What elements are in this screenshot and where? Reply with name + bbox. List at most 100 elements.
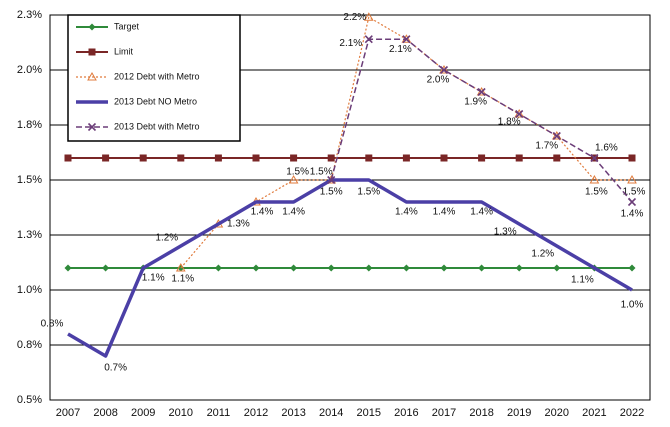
data-label: 1.2% xyxy=(531,249,554,260)
marker xyxy=(440,264,448,272)
marker xyxy=(590,153,599,163)
x-tick-label: 2020 xyxy=(545,407,569,419)
series-line xyxy=(67,178,633,358)
data-label: 1.5% xyxy=(320,187,343,198)
marker xyxy=(288,174,299,184)
marker xyxy=(64,264,72,272)
y-tick-label: 1.8% xyxy=(17,119,42,131)
marker xyxy=(402,35,411,44)
data-label: 1.3% xyxy=(494,227,517,238)
legend-label: 2013 Debt with Metro xyxy=(114,121,200,131)
data-label: 1.4% xyxy=(251,207,274,218)
data-label: 0.7% xyxy=(104,363,127,374)
data-label: 1.5% xyxy=(310,167,333,178)
data-label: 1.4% xyxy=(470,207,493,218)
y-tick-label: 1.5% xyxy=(17,174,42,186)
x-tick-label: 2011 xyxy=(207,407,231,419)
marker xyxy=(515,109,524,119)
data-label: 1.1% xyxy=(571,275,594,286)
marker xyxy=(439,65,449,75)
marker xyxy=(102,264,110,272)
marker xyxy=(290,264,298,272)
marker xyxy=(363,12,374,21)
legend-label: 2012 Debt with Metro xyxy=(114,71,200,81)
marker xyxy=(589,174,600,184)
marker xyxy=(439,64,449,74)
marker xyxy=(440,154,448,162)
marker xyxy=(252,264,260,272)
marker xyxy=(365,154,373,162)
x-tick-label: 2007 xyxy=(56,407,80,419)
data-label: 1.7% xyxy=(535,141,558,152)
legend: Target Limit 2012 Debt with Metro 2013 Debt… xyxy=(67,14,241,142)
data-label: 1.4% xyxy=(433,207,456,218)
marker xyxy=(88,23,96,31)
data-label: 1.1% xyxy=(171,274,194,285)
marker xyxy=(628,264,636,272)
legend-box xyxy=(67,14,241,142)
y-tick-label: 1.3% xyxy=(17,229,42,241)
marker xyxy=(628,154,636,162)
marker xyxy=(177,154,185,162)
data-label: 1.5% xyxy=(623,187,646,198)
marker xyxy=(88,48,96,56)
y-tick-label: 2.3% xyxy=(17,9,42,21)
data-label: 1.8% xyxy=(498,117,521,128)
data-label: 2.0% xyxy=(427,75,450,86)
marker xyxy=(87,71,97,81)
marker xyxy=(364,35,373,44)
data-label: 1.3% xyxy=(227,219,250,230)
marker xyxy=(552,131,561,141)
marker xyxy=(553,264,561,272)
x-tick-label: 2015 xyxy=(357,407,381,419)
marker xyxy=(402,154,410,162)
legend-label: Target xyxy=(114,21,140,31)
marker xyxy=(515,264,523,272)
marker xyxy=(402,264,410,272)
x-tick-label: 2008 xyxy=(93,407,117,419)
data-label: 1.5% xyxy=(357,187,380,198)
marker xyxy=(214,154,222,162)
marker xyxy=(327,264,335,272)
x-tick-label: 2021 xyxy=(582,407,606,419)
x-tick-label: 2012 xyxy=(244,407,268,419)
data-label: 1.1% xyxy=(142,273,165,284)
marker xyxy=(290,154,298,162)
marker xyxy=(214,264,222,272)
marker xyxy=(478,264,486,272)
data-label: 0.8% xyxy=(41,319,64,330)
marker xyxy=(327,175,336,185)
x-tick-label: 2018 xyxy=(469,407,493,419)
marker xyxy=(64,154,72,162)
x-tick-label: 2014 xyxy=(319,407,343,419)
marker xyxy=(87,122,97,132)
y-tick-label: 2.0% xyxy=(17,64,42,76)
marker xyxy=(627,174,637,184)
legend-label: 2013 Debt NO Metro xyxy=(114,96,197,106)
series-line xyxy=(330,38,633,203)
x-tick-label: 2010 xyxy=(169,407,193,419)
x-tick-label: 2022 xyxy=(620,407,644,419)
data-label: 1.4% xyxy=(621,209,644,220)
data-label: 1.4% xyxy=(282,207,305,218)
marker xyxy=(139,154,147,162)
data-label: 1.0% xyxy=(621,300,644,311)
legend-label: Limit xyxy=(114,46,134,56)
data-label: 1.2% xyxy=(155,233,178,244)
marker xyxy=(478,154,486,162)
x-tick-label: 2009 xyxy=(131,407,155,419)
y-tick-label: 0.5% xyxy=(17,394,42,406)
x-tick-label: 2016 xyxy=(394,407,418,419)
x-tick-label: 2013 xyxy=(281,407,305,419)
data-label: 2.1% xyxy=(389,44,412,55)
marker xyxy=(553,154,561,162)
data-label: 1.5% xyxy=(585,187,608,198)
marker xyxy=(627,197,637,207)
marker xyxy=(327,154,335,162)
data-label: 1.4% xyxy=(395,207,418,218)
marker xyxy=(365,264,373,272)
data-label: 2.2% xyxy=(343,12,366,23)
data-label: 1.5% xyxy=(286,167,309,178)
y-tick-label: 0.8% xyxy=(17,339,42,351)
